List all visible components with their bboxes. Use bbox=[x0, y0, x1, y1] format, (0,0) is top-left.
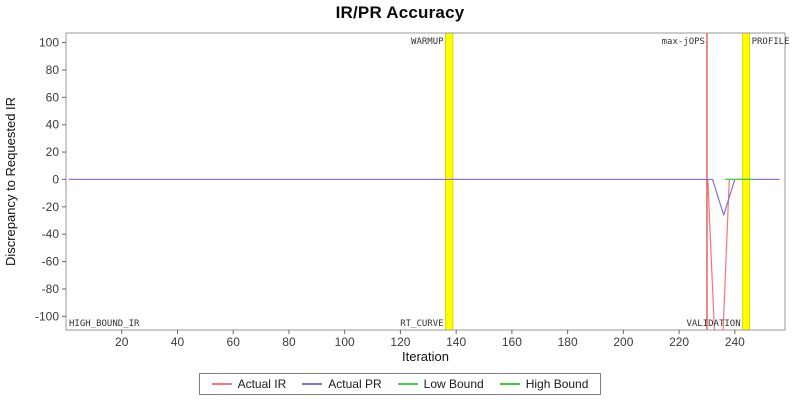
legend-item: High Bound bbox=[499, 377, 589, 391]
y-tick-label: 0 bbox=[52, 172, 59, 186]
y-tick-label: 80 bbox=[46, 63, 60, 77]
legend-swatch bbox=[302, 383, 323, 385]
x-tick-label: 40 bbox=[171, 335, 185, 349]
y-tick-label: 100 bbox=[39, 36, 59, 50]
y-tick-label: -40 bbox=[42, 227, 60, 241]
band-label-top: WARMUP bbox=[411, 37, 444, 47]
legend-swatch bbox=[211, 383, 232, 385]
max-jops-label: max-jOPS bbox=[662, 37, 705, 47]
x-tick-label: 180 bbox=[558, 335, 578, 349]
x-tick-label: 240 bbox=[725, 335, 745, 349]
legend-item: Actual PR bbox=[302, 377, 382, 391]
x-tick-label: 140 bbox=[446, 335, 466, 349]
y-tick-label: -20 bbox=[42, 200, 60, 214]
x-tick-label: 220 bbox=[669, 335, 689, 349]
chart-svg: 20 40 60 80 100 120 140 160 180 200 220 24010080604… bbox=[3, 32, 790, 364]
legend-item-label: Actual PR bbox=[328, 377, 382, 391]
x-tick-label: 60 bbox=[227, 335, 241, 349]
y-tick-label: 40 bbox=[46, 118, 60, 132]
legend-item: Low Bound bbox=[397, 377, 484, 391]
legend: Actual IR Actual PR Low Bound High Bound bbox=[0, 373, 800, 395]
x-tick-label: 160 bbox=[502, 335, 522, 349]
band-label-bottom: RT_CURVE bbox=[400, 319, 443, 329]
legend-item-label: Actual IR bbox=[237, 377, 287, 391]
x-tick-label: 80 bbox=[282, 335, 296, 349]
legend-item: Actual IR bbox=[211, 377, 287, 391]
warmup-band bbox=[445, 32, 454, 331]
legend-swatch bbox=[499, 383, 520, 385]
x-tick-label: 200 bbox=[613, 335, 633, 349]
band-label-bottom: VALIDATION bbox=[686, 319, 740, 329]
x-axis-label: Iteration bbox=[402, 349, 449, 364]
band-label-top: PROFILE bbox=[752, 37, 790, 47]
y-tick-label: -60 bbox=[42, 255, 60, 269]
y-tick-label: -80 bbox=[42, 282, 60, 296]
plot-border bbox=[65, 32, 786, 331]
legend-item-label: High Bound bbox=[525, 377, 589, 391]
y-tick-label: -100 bbox=[35, 309, 59, 323]
legend-box: Actual IR Actual PR Low Bound High Bound bbox=[198, 373, 602, 395]
y-tick-label: 20 bbox=[46, 145, 60, 159]
x-tick-label: 100 bbox=[335, 335, 355, 349]
plot-area bbox=[66, 33, 785, 330]
x-tick-label: 20 bbox=[115, 335, 129, 349]
legend-swatch bbox=[397, 383, 418, 385]
y-axis-label: Discrepancy to Requested IR bbox=[3, 97, 18, 266]
y-tick-label: 60 bbox=[46, 90, 60, 104]
high-bound-ir-label: HIGH_BOUND_IR bbox=[69, 319, 140, 329]
legend-item-label: Low Bound bbox=[423, 377, 484, 391]
chart-title: IR/PR Accuracy bbox=[335, 3, 465, 22]
profile-band bbox=[742, 32, 751, 331]
x-tick-label: 120 bbox=[390, 335, 410, 349]
